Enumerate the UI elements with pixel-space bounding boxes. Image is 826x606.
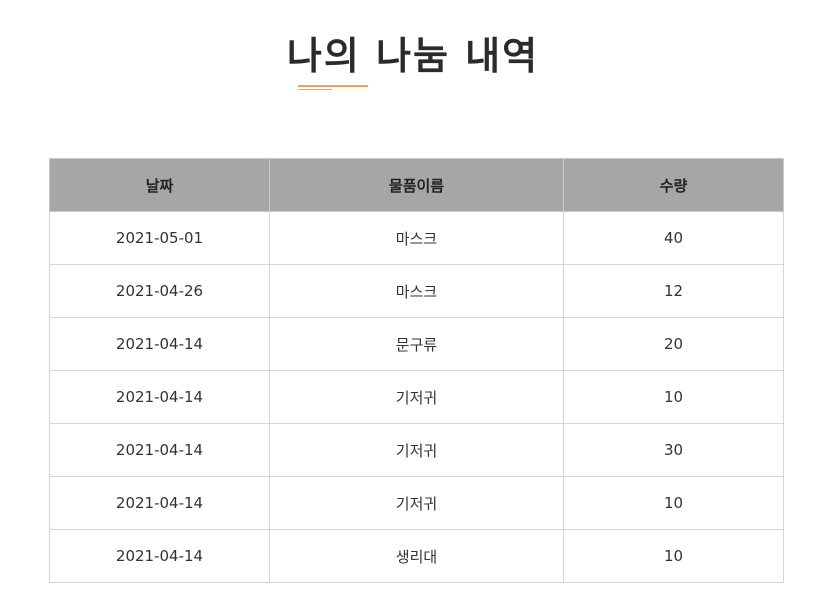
cell-date: 2021-04-14 [49, 370, 270, 424]
table-row: 2021-05-01 마스크 40 [49, 211, 784, 265]
cell-date: 2021-04-14 [49, 317, 270, 371]
cell-quantity: 12 [563, 264, 784, 318]
cell-item-name: 기저귀 [269, 423, 564, 477]
cell-date: 2021-04-14 [49, 476, 270, 530]
table-row: 2021-04-14 기저귀 30 [49, 423, 784, 477]
cell-quantity: 10 [563, 370, 784, 424]
cell-quantity: 20 [563, 317, 784, 371]
title-underline [298, 85, 368, 87]
title-underline-secondary [298, 89, 332, 90]
column-header-date: 날짜 [49, 158, 270, 212]
cell-item-name: 마스크 [269, 211, 564, 265]
column-header-quantity: 수량 [563, 158, 784, 212]
cell-date: 2021-04-14 [49, 423, 270, 477]
table-header-row: 날짜 물품이름 수량 [49, 158, 784, 212]
cell-quantity: 40 [563, 211, 784, 265]
cell-date: 2021-04-26 [49, 264, 270, 318]
sharing-history-table: 날짜 물품이름 수량 2021-05-01 마스크 40 2021-04-26 … [49, 158, 784, 583]
cell-item-name: 생리대 [269, 529, 564, 583]
table-row: 2021-04-14 기저귀 10 [49, 476, 784, 530]
cell-item-name: 기저귀 [269, 476, 564, 530]
table-row: 2021-04-14 기저귀 10 [49, 370, 784, 424]
table-row: 2021-04-26 마스크 12 [49, 264, 784, 318]
cell-date: 2021-05-01 [49, 211, 270, 265]
table-row: 2021-04-14 문구류 20 [49, 317, 784, 371]
page-title: 나의 나눔 내역 [286, 34, 540, 78]
cell-quantity: 10 [563, 529, 784, 583]
cell-date: 2021-04-14 [49, 529, 270, 583]
cell-item-name: 기저귀 [269, 370, 564, 424]
cell-quantity: 30 [563, 423, 784, 477]
cell-item-name: 문구류 [269, 317, 564, 371]
table-row: 2021-04-14 생리대 10 [49, 529, 784, 583]
cell-item-name: 마스크 [269, 264, 564, 318]
column-header-item-name: 물품이름 [269, 158, 564, 212]
cell-quantity: 10 [563, 476, 784, 530]
